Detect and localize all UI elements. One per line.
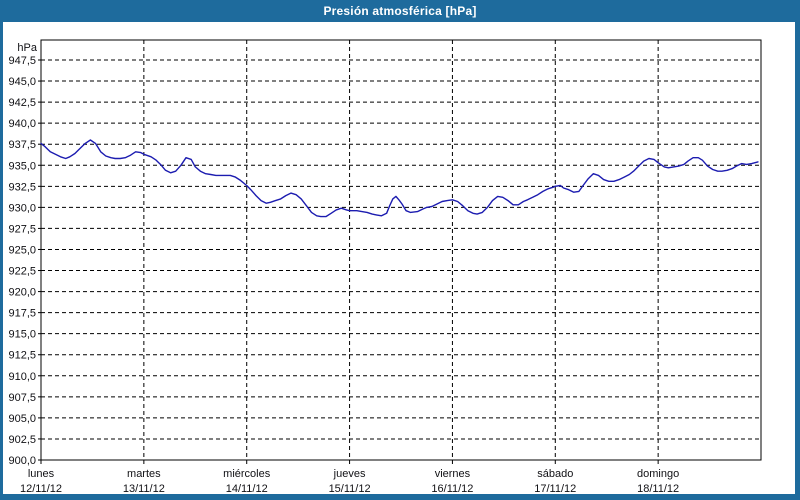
x-date-label: 12/11/12 bbox=[20, 483, 62, 494]
y-tick-label: 927,5 bbox=[8, 223, 36, 235]
y-tick-label: 937,5 bbox=[8, 139, 36, 151]
window-title: Presión atmosférica [hPa] bbox=[323, 4, 477, 18]
y-tick-label: 917,5 bbox=[8, 308, 36, 320]
y-tick-label: 900,0 bbox=[8, 455, 36, 467]
x-date-label: 16/11/12 bbox=[431, 483, 473, 494]
y-tick-label: 910,0 bbox=[8, 371, 36, 383]
x-day-label: viernes bbox=[435, 468, 471, 480]
x-day-label: martes bbox=[127, 468, 161, 480]
y-tick-label: 907,5 bbox=[8, 392, 36, 404]
x-date-label: 18/11/12 bbox=[637, 483, 679, 494]
y-tick-label: 920,0 bbox=[8, 287, 36, 299]
x-day-label: lunes bbox=[28, 468, 55, 480]
pressure-line-series bbox=[40, 139, 759, 218]
y-tick-label: 905,0 bbox=[8, 413, 36, 425]
y-tick-label: 945,0 bbox=[8, 76, 36, 88]
y-tick-label: 925,0 bbox=[8, 244, 36, 256]
y-tick-label: 935,0 bbox=[8, 160, 36, 172]
y-tick-label: 922,5 bbox=[8, 266, 36, 278]
y-tick-label: 912,5 bbox=[8, 350, 36, 362]
x-date-label: 13/11/12 bbox=[123, 483, 165, 494]
y-tick-label: 947,5 bbox=[8, 55, 36, 67]
y-tick-label: 932,5 bbox=[8, 181, 36, 193]
y-tick-label: 930,0 bbox=[8, 202, 36, 214]
plot-border bbox=[40, 39, 762, 461]
x-day-label: sábado bbox=[537, 468, 573, 480]
x-date-label: 14/11/12 bbox=[226, 483, 268, 494]
y-tick-label: 940,0 bbox=[8, 118, 36, 130]
x-date-label: 17/11/12 bbox=[534, 483, 576, 494]
window-titlebar: Presión atmosférica [hPa] bbox=[0, 0, 800, 22]
y-tick-label: 902,5 bbox=[8, 434, 36, 446]
pressure-chart: 947,5 945,0 942,5 940,0 937,5 935,0 932,5 930,0… bbox=[8, 39, 762, 495]
x-day-label: miércoles bbox=[223, 468, 271, 480]
y-tick-label: 942,5 bbox=[8, 97, 36, 109]
x-day-label: jueves bbox=[333, 468, 366, 480]
y-axis-unit-label: hPa bbox=[17, 42, 37, 54]
x-day-label: domingo bbox=[637, 468, 679, 480]
y-tick-label: 915,0 bbox=[8, 329, 36, 341]
chart-area: 947,5 945,0 942,5 940,0 937,5 935,0 932,5 930,0… bbox=[3, 22, 795, 495]
x-date-label: 15/11/12 bbox=[329, 483, 371, 494]
